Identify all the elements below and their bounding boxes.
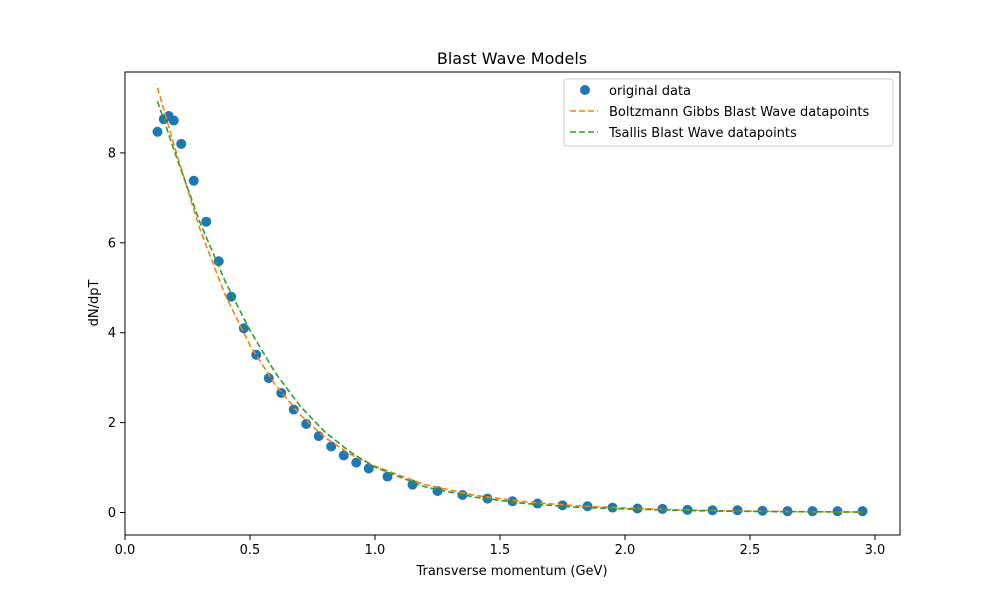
original-data-point <box>152 126 163 137</box>
x-axis-label: Transverse momentum (GeV) <box>415 564 607 579</box>
y-tick-label: 2 <box>108 416 116 431</box>
y-tick-label: 8 <box>108 146 116 161</box>
legend: original data Boltzmann Gibbs Blast Wave… <box>563 78 894 147</box>
x-axis: 0.0 0.5 1.0 1.5 2.0 2.5 3.0 <box>115 535 886 558</box>
original-data-point <box>213 256 224 267</box>
y-tick-label: 0 <box>108 506 116 521</box>
original-data-point <box>326 441 337 452</box>
y-axis-label: dN/dpT <box>87 280 102 327</box>
x-tick-label: 2.0 <box>615 543 636 558</box>
boltzmann-series-line <box>156 87 863 513</box>
original-data-point <box>857 506 868 517</box>
original-data-point <box>351 457 362 468</box>
x-tick-label: 2.5 <box>740 543 761 558</box>
legend-label-original: original data <box>609 84 691 99</box>
y-axis: 0 2 4 6 8 <box>108 146 125 521</box>
chart-title: Blast Wave Models <box>437 49 587 68</box>
original-data-point <box>382 471 393 482</box>
plot-frame <box>124 71 901 536</box>
original-data-point <box>226 291 237 302</box>
x-tick-label: 3.0 <box>865 543 886 558</box>
original-data-point <box>201 216 212 227</box>
original-data-point <box>288 404 299 415</box>
original-data-point <box>168 115 179 126</box>
original-data-point <box>263 373 274 384</box>
legend-marker-original <box>580 85 590 95</box>
x-tick-label: 0.5 <box>240 543 261 558</box>
original-data-point <box>238 323 249 334</box>
plot-area <box>152 87 868 517</box>
x-tick-label: 1.0 <box>365 543 386 558</box>
original-data-point <box>313 431 324 442</box>
original-data-point <box>188 175 199 186</box>
tsallis-series-line <box>156 100 863 513</box>
original-data-point <box>363 463 374 474</box>
y-tick-label: 6 <box>108 236 116 251</box>
x-tick-label: 0.0 <box>115 543 136 558</box>
legend-label-boltzmann: Boltzmann Gibbs Blast Wave datapoints <box>609 105 869 120</box>
y-tick-label: 4 <box>108 326 116 341</box>
original-data-point <box>251 349 262 360</box>
original-data-point <box>657 503 668 514</box>
original-data-point <box>301 418 312 429</box>
original-data-point <box>176 138 187 149</box>
x-tick-label: 1.5 <box>490 543 511 558</box>
legend-label-tsallis: Tsallis Blast Wave datapoints <box>608 126 797 141</box>
original-data-point <box>338 450 349 461</box>
legend-box <box>563 78 894 147</box>
original-data-point <box>532 498 543 509</box>
